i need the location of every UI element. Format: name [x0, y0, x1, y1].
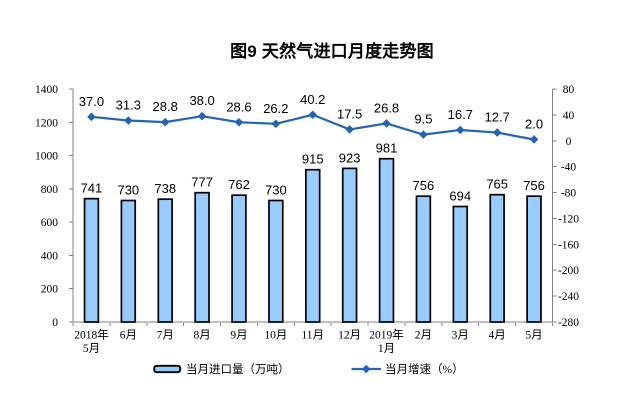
line-value-label: 16.7: [448, 107, 473, 122]
bar-value-label: 777: [191, 175, 213, 190]
line-value-label: 2.0: [525, 116, 543, 131]
line-value-label: 31.3: [116, 98, 141, 113]
right-axis-tick-label: -120: [558, 213, 579, 225]
right-axis-tick-label: -40: [561, 162, 577, 174]
right-axis-tick-label: -160: [558, 239, 579, 251]
bar: [378, 157, 395, 323]
line-marker-diamond-icon: [529, 135, 539, 144]
left-axis-tick-label: 200: [41, 284, 59, 296]
line-marker-diamond-icon: [345, 125, 354, 134]
right-axis-tick-label: -240: [558, 291, 579, 303]
line-marker-diamond-icon: [308, 110, 318, 120]
line-value-label: 37.0: [79, 94, 104, 109]
line-marker-diamond-icon: [124, 116, 133, 125]
legend-label-growth: 当月增速（%）: [385, 364, 464, 376]
left-axis-tick-label: 600: [41, 217, 59, 229]
bar: [305, 168, 321, 323]
right-axis-tick-label: 40: [563, 110, 575, 122]
line-marker-diamond-icon: [271, 119, 281, 129]
bar-value-label: 694: [449, 188, 471, 203]
right-axis-tick-label: 80: [563, 84, 575, 96]
right-axis-tick-label: -200: [558, 265, 579, 277]
x-axis-category-label: 8月: [193, 329, 210, 341]
line-marker-diamond-icon: [382, 119, 391, 128]
x-axis-category-label: 2018年: [74, 327, 109, 341]
bar: [415, 195, 432, 323]
line-value-label: 26.2: [263, 101, 288, 116]
line-value-label: 9.5: [414, 112, 432, 127]
x-axis-category-label: 11月: [301, 329, 324, 341]
bar: [341, 167, 358, 323]
right-axis-tick-label: -280: [558, 317, 579, 329]
line-marker-diamond-icon: [197, 111, 207, 121]
left-axis-tick-label: 1400: [35, 84, 58, 96]
x-axis-category-label: 12月: [338, 329, 361, 341]
bar: [526, 195, 542, 323]
bar-value-label: 730: [117, 183, 139, 198]
bar: [120, 199, 137, 323]
bar-value-label: 730: [265, 183, 287, 198]
x-axis-category-label: 4月: [489, 329, 506, 341]
line-marker-diamond-icon: [455, 125, 465, 135]
left-axis-tick-label: 0: [52, 317, 58, 329]
bar-value-label: 756: [413, 178, 435, 193]
bar-value-label: 765: [486, 177, 508, 192]
line-series-swatch-icon: [351, 363, 382, 375]
bar-value-label: 915: [302, 152, 324, 167]
line-value-label: 28.6: [226, 99, 251, 114]
x-axis-category-label: 10月: [264, 329, 287, 341]
bar: [231, 194, 247, 323]
bar-value-label: 741: [81, 181, 103, 196]
bar-value-label: 738: [154, 181, 176, 196]
x-axis-category-label: 5月: [525, 329, 542, 341]
line-value-label: 17.5: [337, 106, 362, 121]
x-axis-category-label: 5月: [83, 343, 100, 355]
line-marker-diamond-icon: [419, 130, 428, 139]
bar-value-label: 981: [376, 141, 398, 156]
x-axis-category-label: 2019年: [369, 327, 404, 341]
line-value-label: 40.2: [300, 92, 325, 107]
line-marker-diamond-icon: [492, 128, 502, 137]
bar: [83, 197, 100, 323]
right-axis-tick-label: -80: [561, 188, 577, 200]
line-value-label: 38.0: [189, 93, 214, 108]
chart-title: 图9 天然气进口月度走势图: [230, 42, 434, 61]
bar-value-label: 756: [523, 178, 545, 193]
left-axis-tick-label: 800: [41, 184, 59, 196]
x-axis-category-label: 3月: [452, 329, 469, 341]
bar: [157, 198, 173, 323]
line-marker-diamond-icon: [234, 117, 244, 127]
line-value-label: 28.8: [153, 99, 178, 114]
x-axis-category-label: 2月: [415, 329, 432, 341]
right-axis-tick-label: 0: [566, 136, 572, 148]
x-axis-category-label: 6月: [120, 329, 137, 341]
bar-value-label: 762: [228, 177, 250, 192]
line-marker-diamond-icon: [87, 112, 96, 122]
x-axis-category-label: 1月: [378, 343, 395, 355]
legend-item-growth: 当月增速（%）: [351, 362, 464, 376]
x-axis-category-label: 9月: [230, 329, 247, 341]
left-axis-tick-label: 1000: [35, 151, 58, 163]
bar: [452, 205, 469, 323]
bar: [194, 191, 210, 323]
bar-value-label: 923: [339, 150, 361, 165]
line-value-label: 12.7: [485, 110, 510, 125]
legend-label-imports: 当月进口量（万吨）: [186, 364, 290, 376]
x-axis-category-label: 7月: [157, 329, 174, 341]
line-marker-diamond-icon: [160, 117, 170, 127]
legend-item-imports: 当月进口量（万吨）: [153, 362, 290, 376]
line-value-label: 26.8: [374, 100, 399, 115]
bar: [268, 199, 284, 323]
bar-series-swatch-icon: [153, 363, 183, 375]
bar: [489, 193, 505, 323]
left-axis-tick-label: 1200: [35, 117, 58, 129]
left-axis-tick-label: 400: [41, 250, 59, 262]
